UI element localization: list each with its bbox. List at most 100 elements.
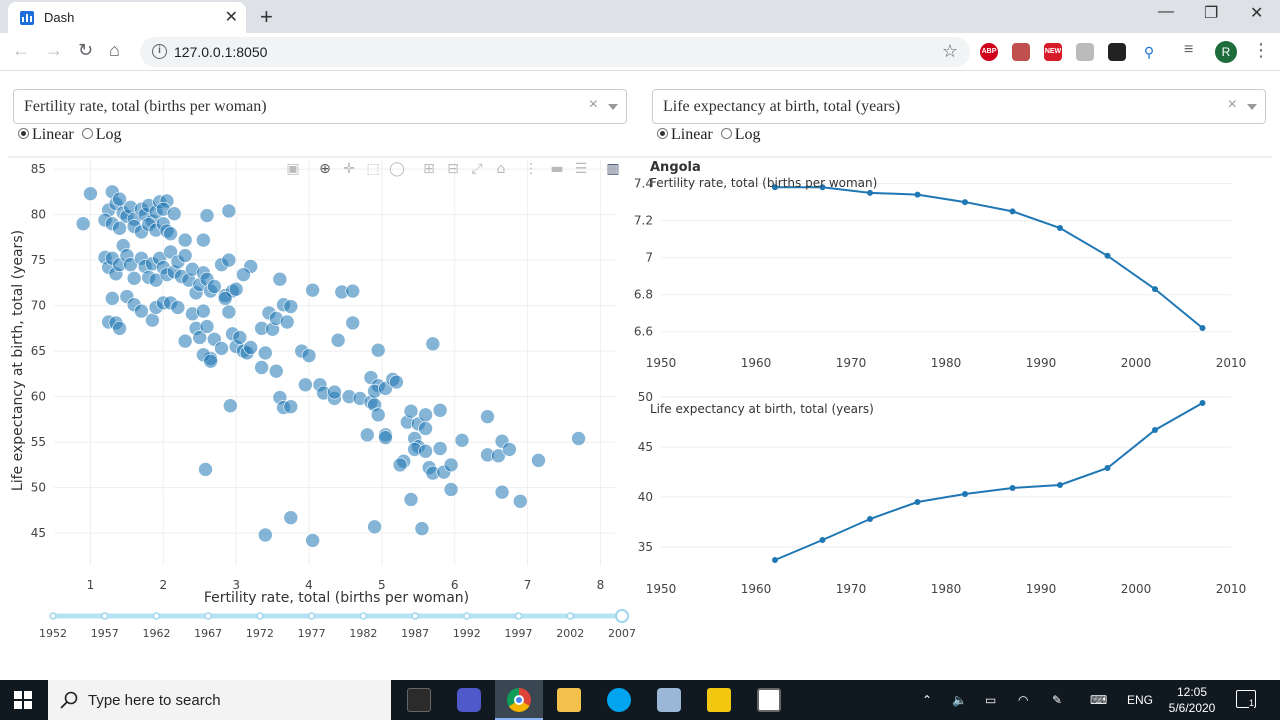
restore-icon[interactable]: ❐ [1204,5,1219,22]
clear-icon[interactable]: × [588,96,598,113]
pen-icon[interactable]: ✎ [1052,693,1063,707]
scatter-point [217,291,233,306]
reset-axes-icon[interactable]: ⌂ [497,161,506,177]
series-point [1152,427,1158,433]
new-tab-icon[interactable]: + [260,4,273,29]
reload-icon[interactable]: ↻ [78,40,94,60]
slider-dot [359,612,368,620]
scatter-point [502,442,517,457]
new-extension-icon[interactable]: NEW [1044,43,1062,61]
speaker-icon[interactable]: 🔈 [952,693,967,707]
x-time-series[interactable]: 6.6 6.8 7 7.2 7.4 1950 1960 1970 1980 1990 2000 201… [634,160,1246,370]
plotly-logo-icon[interactable]: ▥ [606,161,619,177]
chevron-down-icon[interactable] [1247,104,1257,110]
slider-dot [152,612,161,620]
chevron-down-icon[interactable] [608,104,618,110]
scatter-point [163,244,178,260]
year-slider[interactable]: 1952 1957 1962 1967 1972 1977 1982 1987 1992 1997… [39,609,636,640]
y-tick-label: 6.8 [634,288,653,302]
pdf-icon[interactable] [1012,43,1030,61]
scatter-point [166,206,182,221]
slider-tick-label: 1982 [349,627,377,640]
puzzle-icon[interactable] [1076,43,1094,61]
browser-tab[interactable]: Dash ✕ [8,2,246,33]
app-extension-icon[interactable] [1108,43,1126,61]
y-tick-label: 45 [31,526,46,540]
clock[interactable]: 12:05 5/6/2020 [1162,684,1222,716]
xaxis-dropdown[interactable]: Fertility rate, total (births per woman)… [13,89,627,124]
keyboard-icon[interactable]: ⌨ [1090,693,1108,707]
teams-icon[interactable] [457,688,481,712]
scatter-point [330,332,346,348]
taskbar-search[interactable]: Type here to search [48,680,391,720]
minimize-icon[interactable]: — [1158,3,1174,20]
scatter-point [196,232,211,248]
scatter-point [163,226,178,242]
slider-handle[interactable] [615,609,629,623]
slider-dot [514,612,523,620]
yaxis-log-radio[interactable]: Log [720,126,761,144]
slider-tick-label: 1962 [142,627,170,640]
scatter-point [134,303,149,319]
hover-compare-icon[interactable]: ☰ [575,161,588,177]
x-tick-label: 1980 [931,582,962,596]
scatter-point [327,384,342,400]
x-tick-label: 2000 [1121,582,1152,596]
profile-avatar[interactable]: R [1215,41,1237,63]
close-tab-icon[interactable]: ✕ [224,9,238,26]
address-bar[interactable]: i 127.0.0.1:8050 ☆ [140,37,970,67]
xaxis-log-radio[interactable]: Log [81,126,122,144]
scatter-point [257,527,273,543]
y-time-series[interactable]: 35 40 45 50 1950 1960 1970 1980 1990 2000 2010 Life… [638,390,1247,596]
y-tick-label: 65 [31,344,46,358]
wifi-icon[interactable]: ◠ [1018,693,1029,707]
file-explorer-icon[interactable] [557,688,581,712]
bookmark-star-icon[interactable]: ☆ [941,41,958,61]
spike-lines-icon[interactable]: ⋮ [524,161,538,177]
edge-extension-icon[interactable]: ⚲ [1140,43,1158,61]
scatter-point [214,341,229,356]
home-icon[interactable]: ⌂ [109,40,120,60]
menu-icon[interactable]: ⋮ [1252,40,1270,60]
notifications-icon[interactable]: 1 [1236,690,1256,708]
storage-app-icon[interactable] [657,688,681,712]
power-bi-icon[interactable] [707,688,731,712]
forward-icon[interactable]: → [45,40,63,60]
battery-icon[interactable]: ▭ [985,693,997,707]
close-window-icon[interactable]: ✕ [1250,5,1264,22]
hover-closest-icon[interactable]: ▬ [550,161,563,177]
scatter-point [305,282,320,298]
skype-icon[interactable] [607,688,631,712]
snipping-tool-icon[interactable] [757,688,781,712]
chevron-up-icon[interactable]: ⌃ [922,693,933,707]
x-tick-label: 1990 [1026,356,1057,370]
language-indicator[interactable]: ENG [1127,693,1154,707]
series-point [1009,208,1016,215]
zoom-in-icon[interactable]: ⊞ [423,161,435,177]
scatter-point [196,303,211,319]
scatter-point [432,441,448,456]
task-view-icon[interactable] [407,688,431,712]
yaxis-dropdown[interactable]: Life expectancy at birth, total (years) … [652,89,1266,124]
chrome-taskbar-button[interactable] [495,680,543,720]
adblock-icon[interactable]: ABP [980,43,998,61]
tab-title: Dash [44,10,75,25]
windows-start-icon[interactable] [14,691,32,709]
lasso-icon[interactable]: ◯ [389,161,405,177]
zoom-icon[interactable]: ⊕ [319,161,331,177]
autoscale-icon[interactable]: ⤢ [471,161,482,177]
pan-icon[interactable]: ✛ [343,161,355,177]
xaxis-type-radio: Linear Log [18,126,126,144]
reading-list-icon[interactable]: ≡ [1184,41,1194,58]
xaxis-linear-radio[interactable]: Linear [18,126,74,144]
back-icon[interactable]: ← [12,40,30,60]
box-select-icon[interactable]: ⬚ [366,161,379,177]
yaxis-linear-radio[interactable]: Linear [657,126,713,144]
zoom-out-icon[interactable]: ⊟ [447,161,459,177]
scatter-point [279,314,295,330]
info-icon[interactable]: i [152,44,167,59]
camera-icon[interactable]: ▣ [286,161,299,177]
scatter-point [305,533,320,548]
clear-icon[interactable]: × [1227,96,1237,113]
